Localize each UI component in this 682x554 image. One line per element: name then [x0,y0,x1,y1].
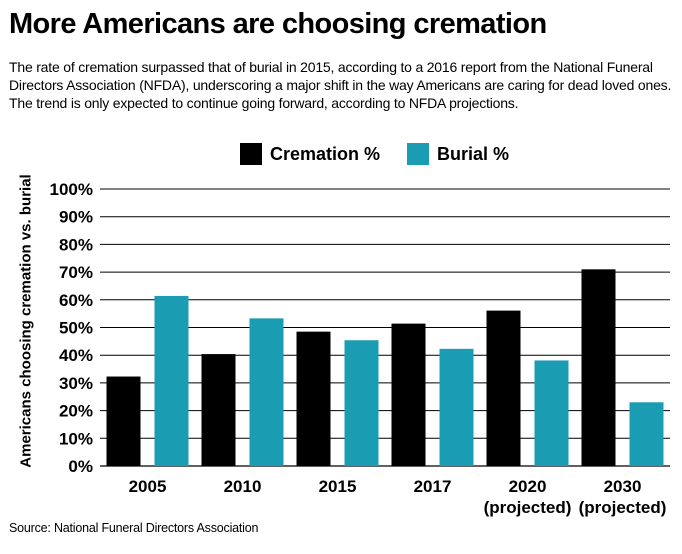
y-tick-label: 40% [59,346,93,365]
y-tick-label: 30% [59,374,93,393]
burial-bar-2010 [249,318,284,466]
chart-subtitle: The rate of cremation surpassed that of … [9,59,672,111]
legend-item-cremation: Cremation % [240,143,380,165]
source-note: Source: National Funeral Directors Assoc… [9,521,259,535]
x-tick-label: 2005 [129,477,167,496]
y-tick-label: 20% [59,402,93,421]
burial-bar-2020 [534,360,569,466]
cremation-bar-2005 [106,376,141,466]
x-tick-label: 2030 [604,477,642,496]
legend: Cremation % Burial % [0,143,682,167]
y-tick-label: 50% [59,319,93,338]
cremation-bar-2010 [201,354,236,466]
cremation-bar-2015 [296,331,331,466]
y-tick-label: 60% [59,291,93,310]
y-tick-label: 80% [59,235,93,254]
y-tick-label: 70% [59,263,93,282]
y-tick-label: 10% [59,429,93,448]
burial-bar-2005 [154,295,189,466]
y-tick-label: 100% [50,180,93,199]
legend-swatch-cremation [240,143,262,165]
x-tick-sublabel: (projected) [579,498,667,517]
x-tick-label: 2015 [319,477,357,496]
cremation-bar-2017 [391,323,426,466]
cremation-bar-2030 [581,269,616,466]
legend-label-burial: Burial % [437,143,510,164]
x-tick-sublabel: (projected) [484,498,572,517]
legend-label-cremation: Cremation % [270,143,381,164]
burial-bar-2030 [629,402,664,466]
burial-bar-2017 [439,348,474,466]
x-tick-label: 2017 [414,477,452,496]
legend-item-burial: Burial % [407,143,509,165]
legend-swatch-burial [407,143,429,165]
x-tick-label: 2020 [509,477,547,496]
x-tick-label: 2010 [224,477,262,496]
chart-title: More Americans are choosing cremation [9,8,547,40]
y-tick-label: 90% [59,208,93,227]
burial-bar-2015 [344,340,379,466]
y-tick-label: 0% [68,457,93,476]
cremation-bar-2020 [486,310,521,466]
